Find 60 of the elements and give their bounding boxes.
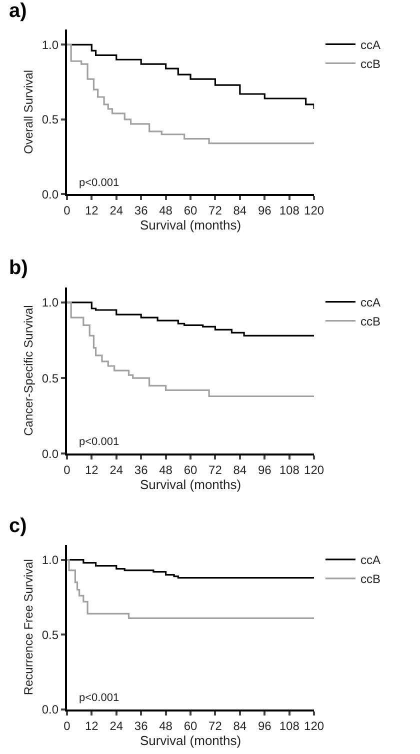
x-tick-label: 0 [64, 463, 71, 478]
x-tick-label: 120 [304, 718, 324, 733]
y-tick-label: 0.5 [42, 112, 59, 127]
x-tick-label: 24 [110, 463, 124, 478]
x-tick-label: 108 [279, 204, 300, 218]
x-tick-label: 48 [159, 718, 173, 733]
x-tick-label: 108 [279, 718, 300, 733]
annotation: p<0.001 [79, 436, 120, 448]
y-tick-label: 0.0 [42, 446, 59, 461]
x-tick-label: 12 [84, 204, 99, 218]
legend-label: ccA [360, 295, 380, 310]
x-tick-label: 36 [134, 204, 148, 218]
x-tick-label: 96 [258, 204, 272, 218]
x-tick-label: 48 [159, 204, 173, 218]
x-tick-label: 72 [208, 463, 222, 478]
annotation: p<0.001 [79, 692, 120, 704]
x-tick-label: 12 [84, 463, 99, 478]
x-tick-label: 12 [84, 718, 99, 733]
legend-label: ccB [360, 572, 380, 586]
x-tick-label: 84 [233, 718, 247, 733]
y-axis-title: Recurrence Free Survival [22, 559, 36, 696]
x-tick-label: 24 [110, 204, 124, 218]
x-tick-label: 60 [184, 204, 198, 218]
x-tick-label: 0 [64, 718, 71, 733]
legend-label: ccA [360, 553, 380, 568]
x-tick-label: 96 [258, 463, 272, 478]
y-tick-label: 1.0 [42, 553, 59, 568]
y-tick-label: 0.5 [42, 371, 59, 386]
y-tick-label: 0.0 [42, 702, 59, 717]
chart-title: c) [9, 515, 27, 537]
x-tick-label: 84 [233, 204, 247, 218]
x-tick-label: 84 [233, 463, 247, 478]
chart-title: a) [9, 0, 27, 22]
y-tick-label: 1.0 [42, 296, 59, 310]
legend-label: ccA [360, 38, 380, 52]
x-tick-label: 120 [304, 463, 324, 478]
y-tick-label: 0.0 [42, 187, 59, 202]
x-axis-title: Survival (months) [140, 732, 242, 748]
y-axis-title: Cancer-Specific Survival [22, 305, 36, 436]
chart-title: b) [9, 257, 28, 279]
x-tick-label: 72 [208, 718, 222, 733]
x-tick-label: 36 [134, 463, 148, 478]
x-tick-label: 108 [279, 463, 300, 478]
y-tick-label: 0.5 [42, 628, 59, 642]
x-tick-label: 120 [304, 204, 324, 218]
x-tick-label: 72 [208, 204, 222, 218]
x-tick-label: 36 [134, 718, 148, 733]
x-axis-title: Survival (months) [140, 218, 242, 233]
x-tick-label: 96 [258, 718, 272, 733]
x-tick-label: 24 [110, 718, 124, 733]
x-tick-label: 0 [64, 204, 71, 218]
x-tick-label: 60 [184, 463, 198, 478]
annotation: p<0.001 [79, 177, 120, 189]
legend-label: ccB [360, 314, 380, 328]
x-axis-title: Survival (months) [140, 477, 242, 492]
x-tick-label: 48 [159, 463, 173, 478]
y-tick-label: 1.0 [42, 38, 59, 52]
y-axis-title: Overall Survival [22, 70, 36, 154]
legend-label: ccB [360, 56, 380, 71]
x-tick-label: 60 [184, 718, 198, 733]
